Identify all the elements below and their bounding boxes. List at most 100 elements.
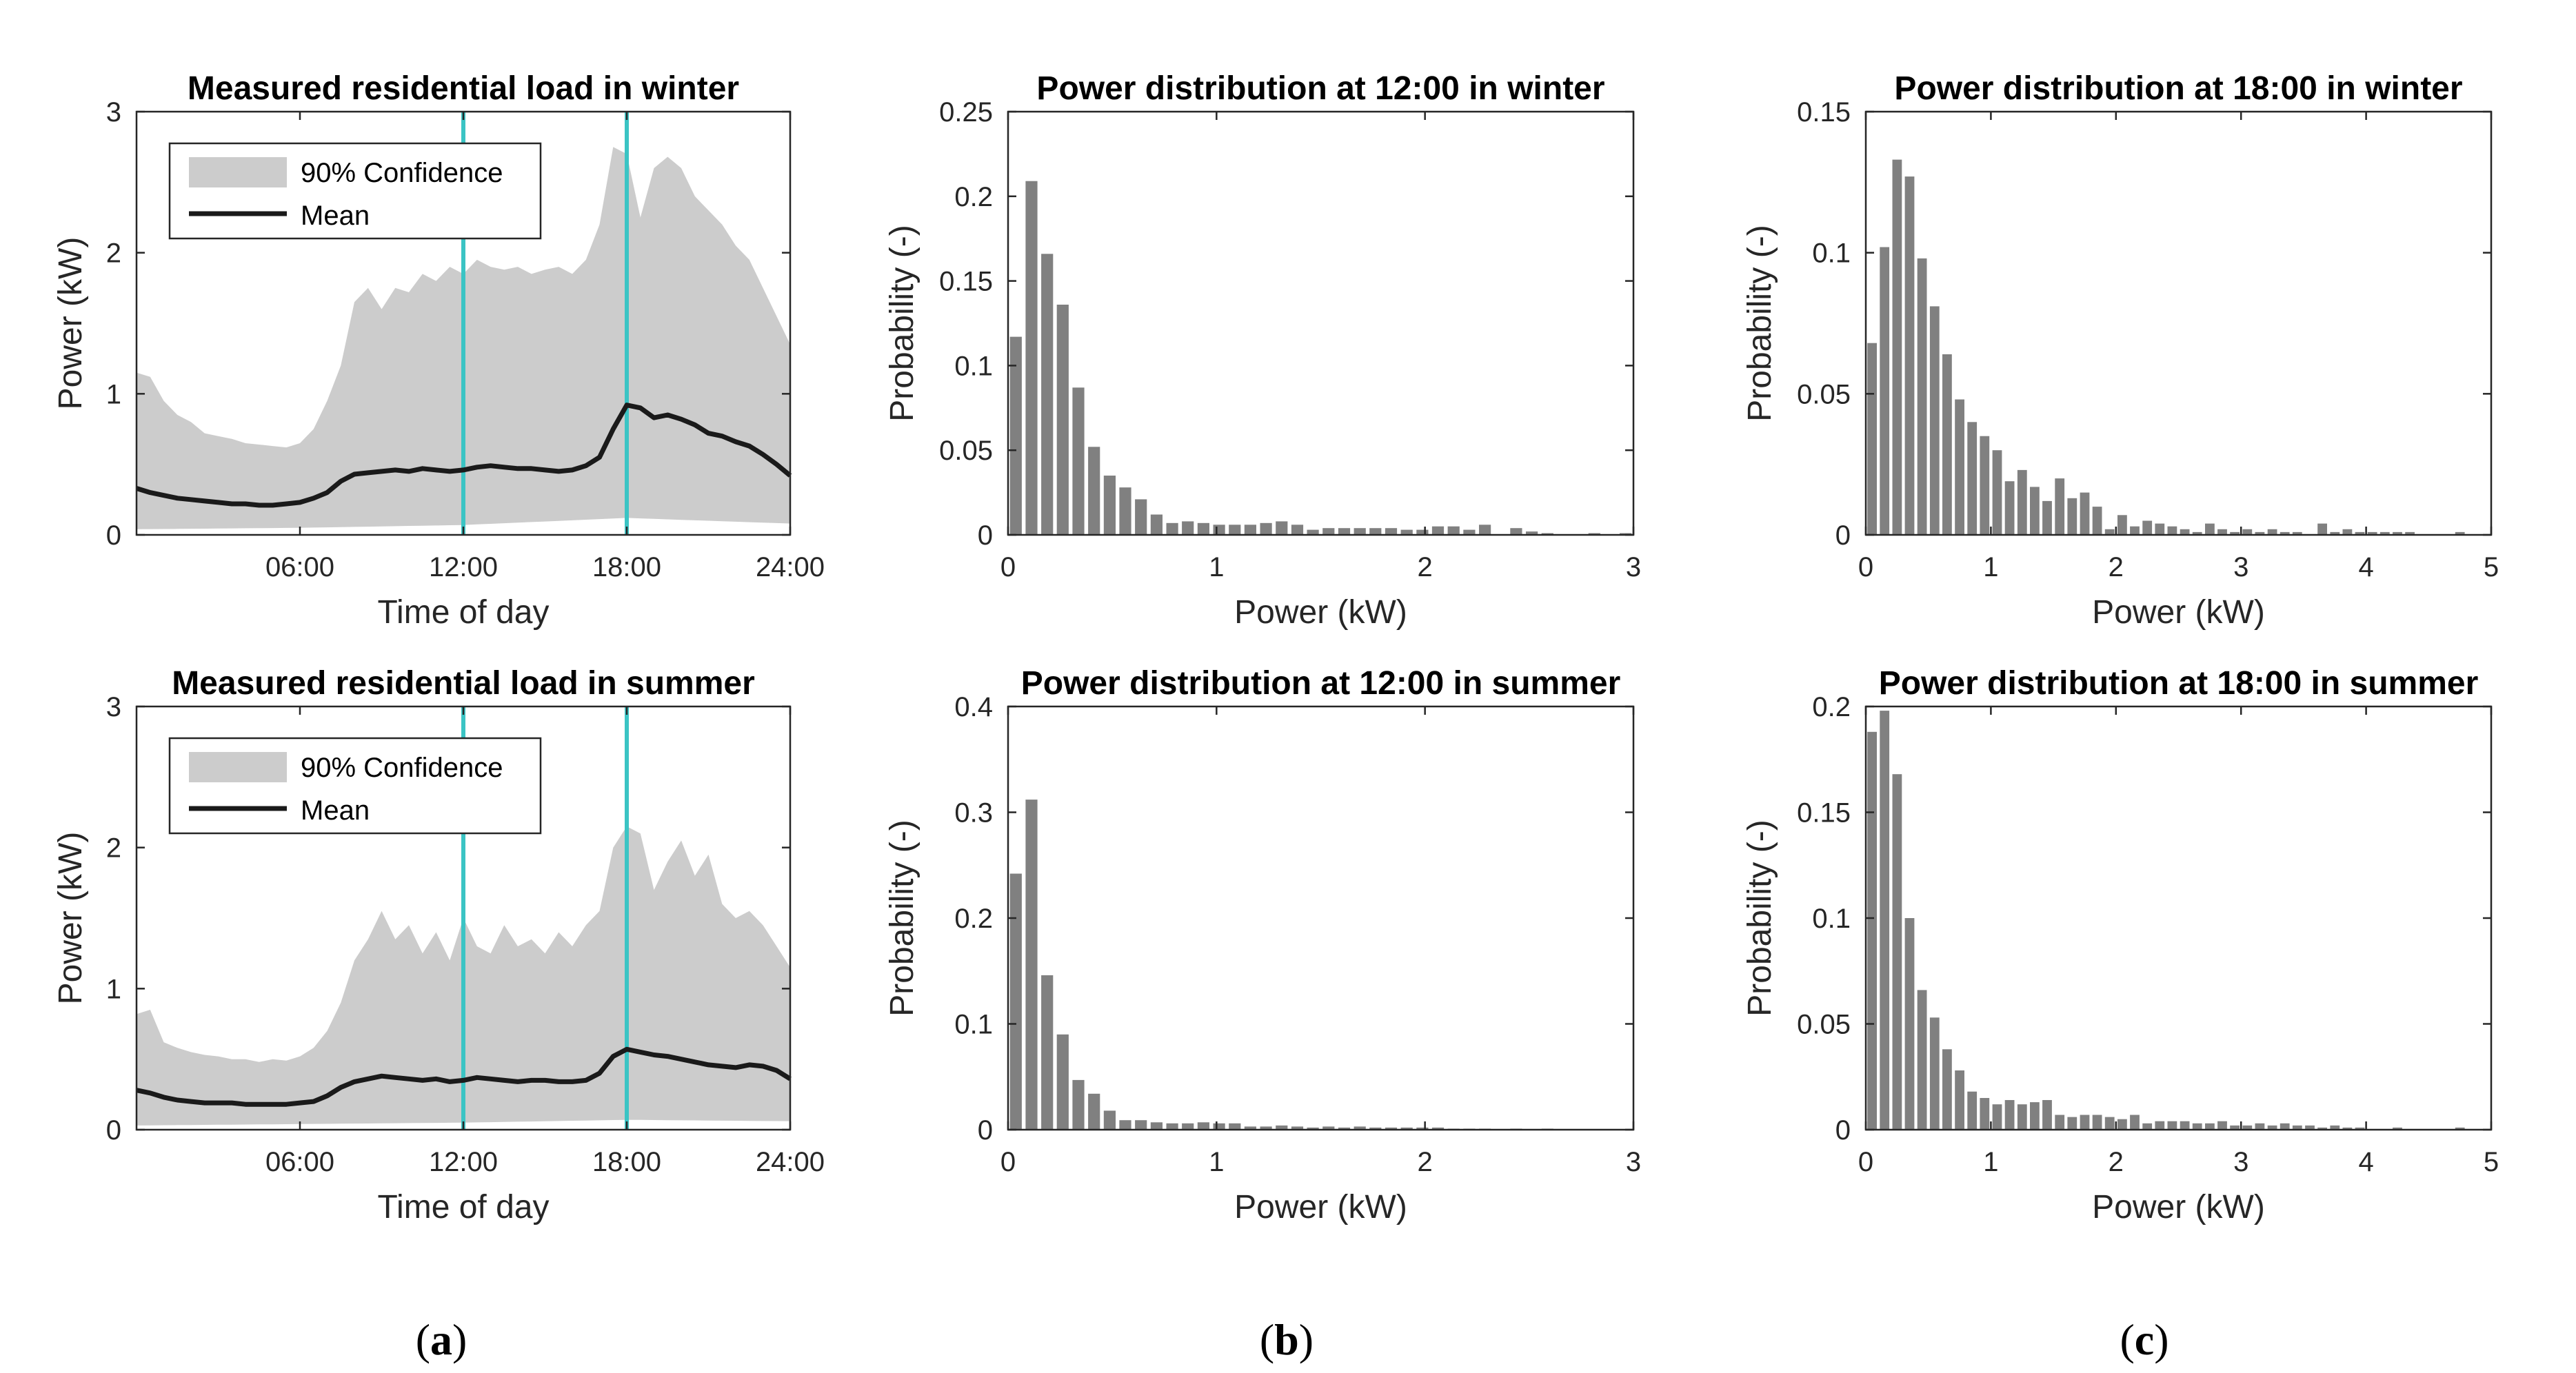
x-tick-label: 0 [1858,1147,1873,1177]
bar [1917,258,1927,535]
y-tick-label: 0.05 [939,436,993,466]
chart-title: Power distribution at 12:00 in summer [1021,665,1621,702]
x-tick-label: 3 [2233,552,2248,582]
bar [1431,1127,1445,1130]
x-tick-label: 06:00 [265,552,334,582]
bar [1510,528,1522,535]
x-tick-label: 3 [2233,1147,2248,1177]
bar [1338,1127,1351,1130]
y-tick-label: 3 [106,692,121,722]
x-tick-label: 2 [1418,1147,1433,1177]
bar [2205,523,2215,535]
y-tick-label: 0 [106,520,121,551]
bar [2004,1100,2015,1130]
bar [1088,447,1100,535]
bar [1056,305,1069,535]
bar [2255,1123,2265,1130]
bar [2080,1115,2090,1130]
bar [2205,1123,2215,1130]
bar [2192,1123,2202,1130]
bar [2017,469,2027,535]
bar [2080,492,2090,535]
bar [2092,1115,2102,1130]
bar [2267,529,2277,535]
bar [1307,529,1319,535]
bar [2042,500,2052,535]
bar [2292,1125,2302,1130]
bar [1025,181,1038,535]
bar [2055,1115,2065,1130]
bar [2342,1127,2353,1130]
bar [2142,1123,2153,1130]
bar [1400,529,1413,535]
panel-label-a: (a) [416,1315,467,1364]
bar [1942,1049,1952,1130]
bar [1103,1110,1116,1130]
bar [1385,528,1398,535]
bar [2455,1127,2465,1130]
bar [1892,159,1902,536]
chart-dist-12-summer: Power distribution at 12:00 in summer 0 1 2… [884,665,1641,1225]
bar [1431,526,1445,535]
bar [1244,525,1256,535]
plot-content [1009,800,1553,1130]
bar [1447,526,1460,535]
bar [1322,1126,1335,1130]
bar [1213,1123,1225,1130]
bar [1416,529,1429,535]
bar [1385,1127,1398,1130]
bar [1904,176,1915,536]
chart-dist-12-winter: Power distribution at 12:00 in winter 0 1 2… [884,70,1641,631]
bar [2030,1102,2040,1130]
bar [2342,529,2353,535]
plot-area [1866,706,2491,1130]
plot-area [1008,112,1633,535]
y-tick-label: 2 [106,833,121,864]
bar [1072,1079,1085,1130]
bar [2242,529,2253,535]
x-tick-label: 4 [2358,1147,2373,1177]
plot-area [1008,706,1633,1130]
y-tick-label: 0.1 [1812,904,1851,934]
bar [1369,528,1382,535]
bar [1479,525,1491,535]
y-axis-label: Probability (-) [1742,820,1778,1016]
bar [2317,1127,2327,1130]
bar [1119,487,1131,535]
bar [2017,1104,2027,1130]
bar [1072,387,1085,535]
bar [2067,1117,2077,1130]
bar [2330,531,2340,535]
bar [1119,1120,1131,1130]
bar [1369,1127,1382,1130]
bar [1980,1098,1990,1130]
panel-label-b: (b) [1260,1315,1314,1364]
bar [1291,525,1304,535]
bar [1338,528,1351,535]
x-tick-label: 4 [2358,552,2373,582]
bar [2092,507,2102,535]
bar [1276,1125,1288,1130]
bar [1917,990,1927,1130]
bar [2280,1123,2290,1130]
bar [1992,1104,2002,1130]
y-tick-label: 0.15 [939,267,993,297]
x-axis-label: Power (kW) [2092,594,2265,631]
bar [2217,529,2227,535]
bar [2104,529,2115,535]
bar [2455,531,2465,535]
x-tick-label: 12:00 [429,1147,498,1177]
y-tick-label: 0.15 [1797,798,1851,828]
x-axis-label: Power (kW) [1234,1189,1407,1225]
y-tick-label: 0.2 [954,904,993,934]
bar [2155,523,2165,535]
y-tick-label: 0 [1835,1115,1851,1146]
bar [1166,1123,1178,1130]
bar [1416,1127,1429,1130]
legend: 90% Confidence Mean [168,142,542,240]
x-tick-label: 2 [2109,552,2124,582]
bar [1291,1126,1304,1130]
x-tick-label: 06:00 [265,1147,334,1177]
axes-frame [1864,110,2493,536]
x-tick-label: 24:00 [756,552,825,582]
